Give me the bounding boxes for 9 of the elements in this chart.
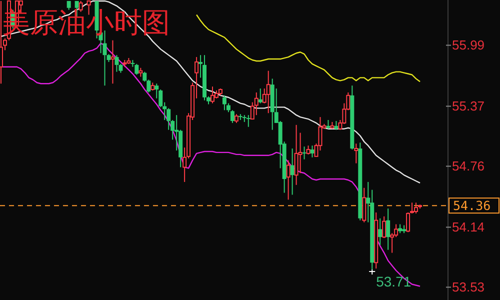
line-series — [0, 0, 421, 184]
line-series — [196, 14, 421, 82]
y-tick-label: 54.14 — [452, 220, 485, 235]
y-tick-label: 54.76 — [452, 158, 485, 174]
ref-line-label: 54.36 — [453, 198, 491, 214]
annotation: 53.71 — [376, 274, 412, 290]
y-tick-label: 53.53 — [452, 280, 485, 295]
y-tick-label: 55.99 — [452, 38, 485, 53]
y-tick-label: 55.37 — [452, 98, 485, 114]
